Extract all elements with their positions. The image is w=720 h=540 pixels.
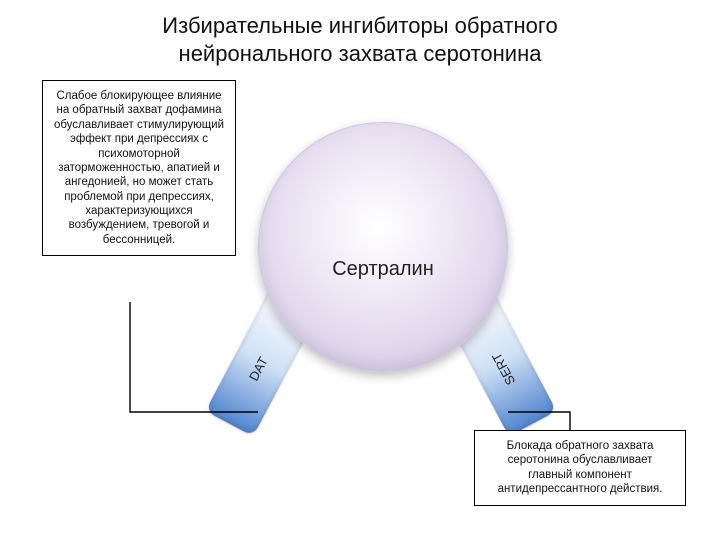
center-circle: Сертралин [258,122,508,372]
center-label: Сертралин [332,258,434,281]
leg-dat-label: DAT [246,355,271,384]
page-title: Избирательные ингибиторы обратногонейрон… [0,12,720,67]
leg-sert-label: SERT [489,350,518,387]
diagram-stage: Избирательные ингибиторы обратногонейрон… [0,0,720,540]
box-sert: Блокада обратного захвата серотонина обу… [474,430,686,506]
box-dat: Слабое блокирующее влияние на обратный з… [42,80,236,256]
